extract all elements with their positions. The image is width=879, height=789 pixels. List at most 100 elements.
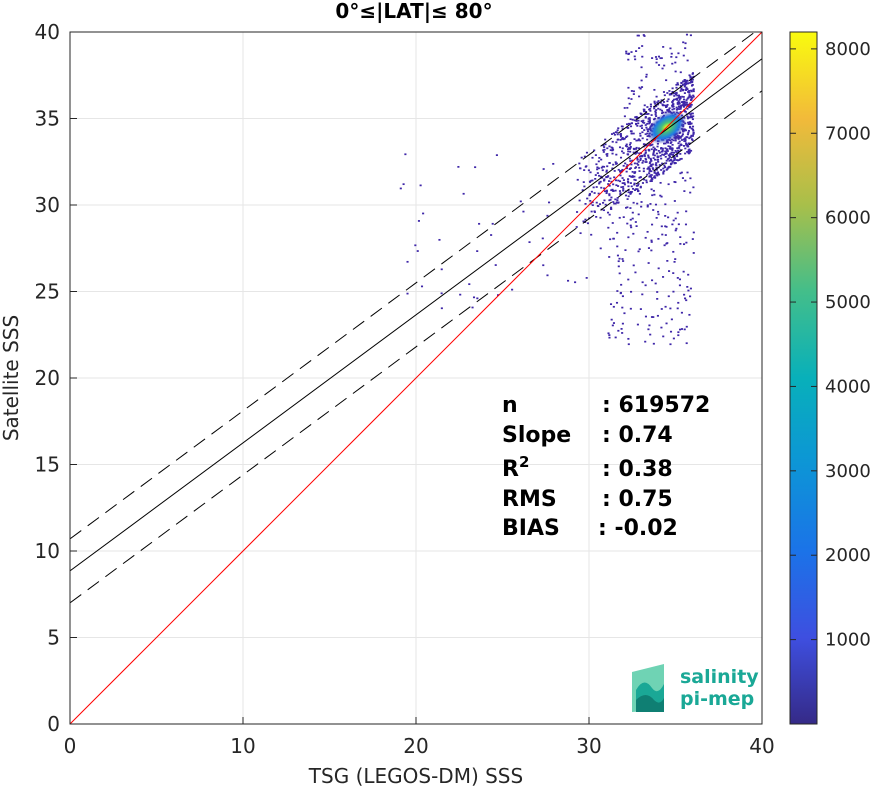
density-cell <box>627 278 630 281</box>
density-cell <box>678 136 681 139</box>
density-cell <box>608 213 611 216</box>
density-cell <box>676 83 680 86</box>
density-cell <box>644 161 647 163</box>
density-cell <box>574 281 577 284</box>
y-tick-label: 10 <box>35 539 60 563</box>
density-cell <box>658 151 661 154</box>
density-cell <box>630 290 633 293</box>
density-cell <box>647 166 650 169</box>
density-cell <box>641 55 644 58</box>
density-cell <box>679 143 683 146</box>
density-cell <box>661 162 664 165</box>
density-cell <box>656 174 659 177</box>
density-cell <box>675 56 678 59</box>
density-cell <box>687 149 690 151</box>
density-cell <box>595 201 598 204</box>
density-cell <box>596 205 599 207</box>
density-cell <box>675 106 678 109</box>
density-cell <box>675 83 678 86</box>
density-cell <box>611 188 614 191</box>
density-cell <box>638 86 641 89</box>
density-cell <box>636 156 639 159</box>
density-cell <box>655 148 658 151</box>
density-cell <box>608 162 611 164</box>
density-cell <box>679 153 682 155</box>
density-cell <box>659 194 662 197</box>
density-cell <box>684 152 687 155</box>
density-cell <box>681 89 684 92</box>
density-cell <box>690 98 693 101</box>
density-cell <box>650 188 653 191</box>
stat-value: : -0.02 <box>598 516 678 541</box>
density-cell <box>692 95 695 98</box>
density-cell <box>594 178 597 180</box>
density-cell <box>634 221 637 223</box>
density-cell <box>638 192 641 195</box>
density-cell <box>612 237 615 240</box>
density-cell <box>660 169 663 171</box>
density-cell <box>690 76 693 79</box>
density-cell <box>619 134 623 137</box>
stat-value: : 0.74 <box>602 423 673 448</box>
density-cell <box>677 150 680 153</box>
density-cell <box>634 153 637 155</box>
density-cell <box>621 295 624 298</box>
density-cell <box>622 164 625 167</box>
density-cell <box>661 103 664 106</box>
density-cell <box>667 108 670 111</box>
density-cell <box>644 143 647 146</box>
density-cell <box>616 138 619 141</box>
density-cell <box>687 130 690 132</box>
density-cell <box>542 168 545 170</box>
density-cell <box>671 104 674 107</box>
density-cell <box>666 150 669 152</box>
density-cell <box>679 236 682 239</box>
density-cell <box>648 149 651 152</box>
y-axis-label: Satellite SSS <box>0 315 23 441</box>
density-cell <box>689 287 692 290</box>
density-cell <box>674 229 677 232</box>
density-cell <box>630 130 633 133</box>
y-tick-label: 30 <box>35 193 60 217</box>
density-cell <box>627 52 631 55</box>
density-cell <box>617 329 620 332</box>
density-cell <box>638 166 641 169</box>
density-cell <box>617 265 620 268</box>
density-cell <box>659 108 662 111</box>
density-cell <box>676 107 679 110</box>
density-cell <box>677 334 680 337</box>
density-cell <box>659 181 662 184</box>
density-cell <box>669 330 673 333</box>
density-cell <box>603 148 606 151</box>
density-cell <box>654 282 657 285</box>
density-cell <box>626 222 629 225</box>
density-cell <box>638 95 641 98</box>
density-cell <box>579 167 582 170</box>
density-cell <box>655 105 658 107</box>
density-cell <box>626 145 629 148</box>
density-cell <box>690 90 693 93</box>
density-cell <box>611 167 614 170</box>
density-cell <box>685 241 688 244</box>
density-cell <box>682 130 685 133</box>
density-cell <box>637 122 640 125</box>
density-cell <box>648 118 651 121</box>
density-cell <box>644 315 648 318</box>
density-cell <box>662 46 665 48</box>
density-cell <box>623 115 626 118</box>
density-cell <box>654 56 658 58</box>
density-cell <box>641 131 644 134</box>
density-cell <box>636 323 639 326</box>
density-cell <box>649 333 652 336</box>
density-cell <box>686 285 689 288</box>
density-cell <box>669 343 672 346</box>
density-cell <box>588 194 591 197</box>
stat-key: RMS <box>502 487 557 512</box>
density-cell <box>610 318 613 321</box>
density-cell <box>622 260 625 262</box>
density-cell <box>650 316 654 318</box>
density-cell <box>671 160 674 163</box>
density-cell <box>642 34 645 36</box>
density-cell <box>689 126 692 129</box>
density-cell <box>660 99 663 102</box>
